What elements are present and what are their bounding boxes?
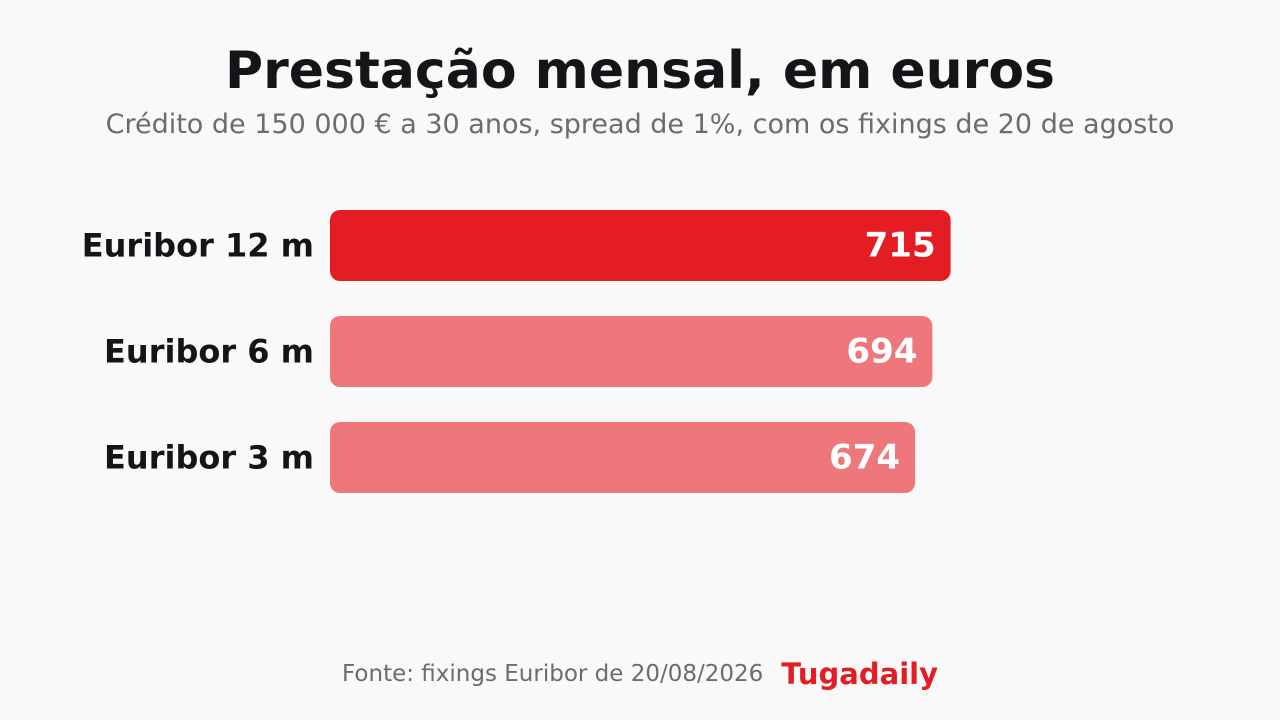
category-label: Euribor 6 m (104, 333, 314, 371)
category-label: Euribor 3 m (104, 439, 314, 477)
category-label: Euribor 12 m (82, 227, 314, 265)
bar-euribor-3-m (330, 422, 916, 493)
footer: Fonte: fixings Euribor de 20/08/2026 Tug… (0, 654, 1280, 694)
value-label: 674 (829, 438, 900, 478)
value-label: 694 (846, 332, 917, 372)
chart-subtitle: Crédito de 150 000 € a 30 anos, spread d… (105, 109, 1175, 140)
brand-logo: Tugadaily (781, 657, 938, 691)
source-note: Fonte: fixings Euribor de 20/08/2026 (342, 661, 764, 687)
value-label: 715 (865, 226, 936, 266)
bar-euribor-12-m (330, 210, 951, 281)
chart-title: Prestação mensal, em euros (224, 41, 1056, 101)
bar-euribor-6-m (330, 316, 933, 387)
